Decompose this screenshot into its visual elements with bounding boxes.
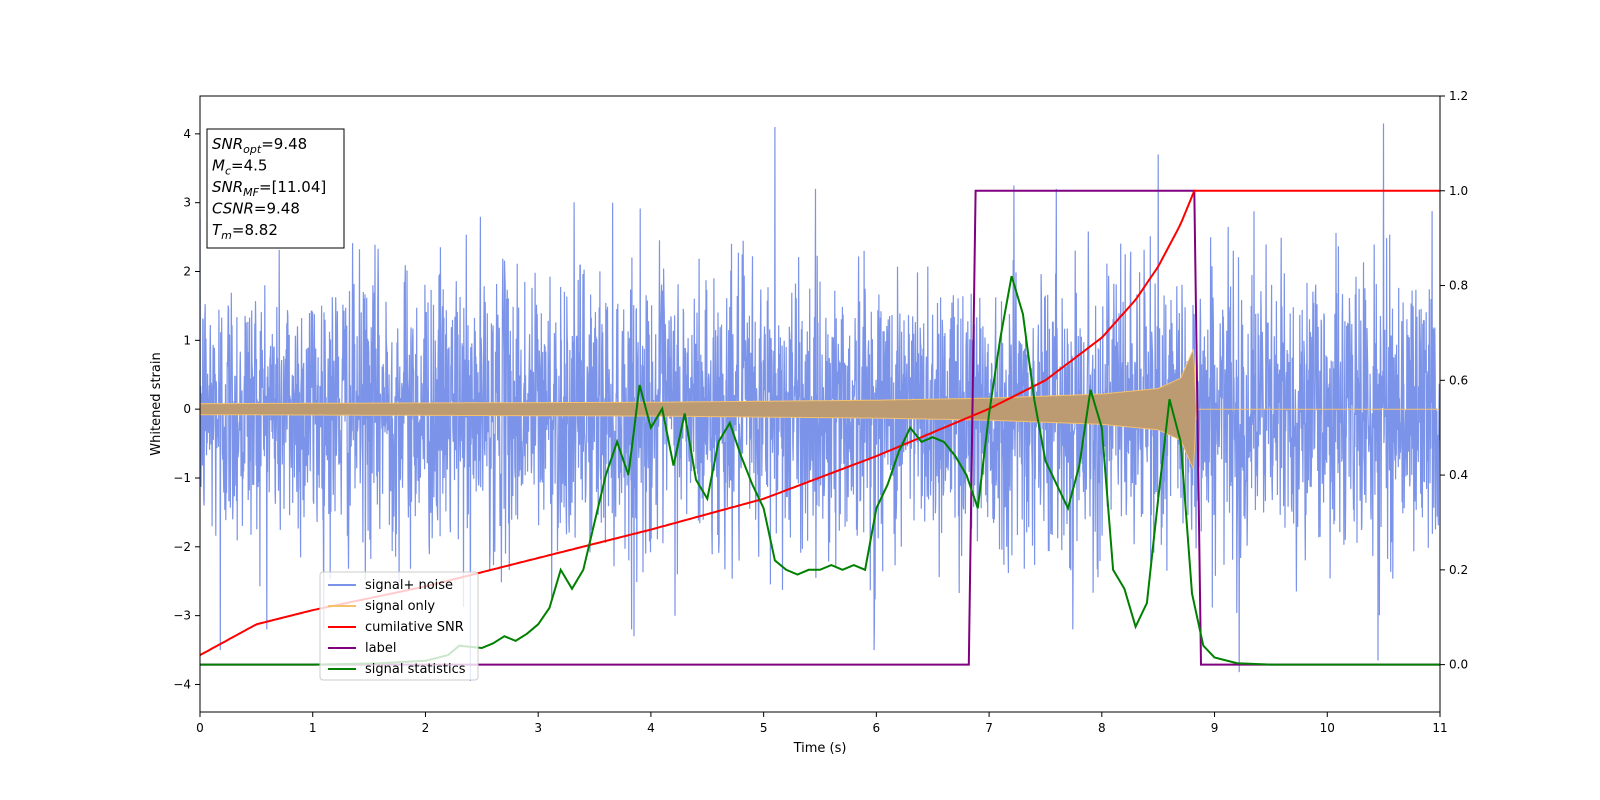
annotation-value: =4.5 xyxy=(231,157,267,175)
x-tick-label: 8 xyxy=(1098,721,1106,735)
x-tick-label: 9 xyxy=(1211,721,1219,735)
x-axis-ticks: 0 1 2 3 4 5 6 7 8 9 10 11 xyxy=(196,712,1448,735)
y-left-tick-label: 2 xyxy=(183,265,191,279)
y-left-tick-label: −4 xyxy=(173,677,191,691)
annotation-line: Tm=8.82 xyxy=(212,221,278,242)
y-right-tick-label: 1.0 xyxy=(1449,184,1468,198)
annotation-symbol: T xyxy=(212,221,223,239)
y-left-tick-label: 1 xyxy=(183,333,191,347)
y-right-tick-label: 1.2 xyxy=(1449,89,1468,103)
x-tick-label: 11 xyxy=(1432,721,1447,735)
label-line xyxy=(200,189,1440,666)
x-axis-label: Time (s) xyxy=(793,741,847,756)
plot-frame xyxy=(199,95,1441,713)
annotation-symbol: SNR xyxy=(212,178,243,196)
annotation-line: SNRopt=9.48 xyxy=(212,135,307,156)
annotation-subscript: m xyxy=(221,229,232,242)
x-tick-label: 2 xyxy=(422,721,430,735)
annotation-frame xyxy=(206,128,345,249)
left-axis-ticks: −4 −3 −2 −1 0 1 2 3 4 xyxy=(173,127,200,691)
annotation-symbol: SNR xyxy=(212,135,243,153)
x-tick-label: 0 xyxy=(196,721,204,735)
y-left-tick-label: −1 xyxy=(173,471,191,485)
annotation-value: =[11.04] xyxy=(259,178,326,196)
legend-entries: signal+ noise signal only cumilative SNR la… xyxy=(328,578,466,677)
legend: signal+ noise signal only cumilative SNR la… xyxy=(319,571,479,681)
y-left-tick-label: 4 xyxy=(183,127,191,141)
legend-label: signal statistics xyxy=(365,662,466,677)
annotation-line: Mc=4.5 xyxy=(212,157,267,178)
y-right-tick-label: 0.6 xyxy=(1449,373,1468,387)
legend-label: signal+ noise xyxy=(365,578,453,593)
y-right-tick-label: 0.2 xyxy=(1449,563,1468,577)
x-tick-label: 4 xyxy=(647,721,655,735)
annotation-value: =8.82 xyxy=(232,221,278,239)
annotation-lines: SNRopt=9.48Mc=4.5SNRMF=[11.04]CSNR=9.48T… xyxy=(212,135,326,242)
annotation-value: =9.48 xyxy=(254,200,300,218)
annotation-line: SNRMF=[11.04] xyxy=(212,178,326,199)
x-tick-label: 10 xyxy=(1320,721,1335,735)
y-right-tick-label: 0.4 xyxy=(1449,468,1468,482)
annotation-subscript: MF xyxy=(243,186,259,199)
y-left-tick-label: 0 xyxy=(183,402,191,416)
annotation-value: =9.48 xyxy=(261,135,307,153)
y-left-tick-label: −2 xyxy=(173,540,191,554)
y-right-tick-label: 0.8 xyxy=(1449,279,1468,293)
legend-label: label xyxy=(365,641,396,656)
legend-label: signal only xyxy=(365,599,435,614)
right-axis-ticks: 0.0 0.2 0.4 0.6 0.8 1.0 1.2 xyxy=(1440,89,1468,672)
annotation-line: CSNR=9.48 xyxy=(212,200,300,218)
signal-plus-noise-line xyxy=(200,123,1440,682)
y-left-tick-label: 3 xyxy=(183,196,191,210)
x-tick-label: 5 xyxy=(760,721,768,735)
legend-label: cumilative SNR xyxy=(365,620,464,635)
annotation-symbol: CSNR xyxy=(212,200,254,218)
annotation-symbol: M xyxy=(212,157,225,175)
annotation-subscript: c xyxy=(225,165,231,178)
x-tick-label: 1 xyxy=(309,721,317,735)
annotation-box: SNRopt=9.48Mc=4.5SNRMF=[11.04]CSNR=9.48T… xyxy=(206,128,345,249)
x-tick-label: 7 xyxy=(985,721,993,735)
signal-statistics-line xyxy=(200,275,1440,666)
x-tick-label: 3 xyxy=(534,721,542,735)
annotation-subscript: opt xyxy=(243,143,262,156)
y-left-tick-label: −3 xyxy=(173,609,191,623)
signal-only-line xyxy=(200,348,1440,470)
x-tick-label: 6 xyxy=(873,721,881,735)
legend-frame xyxy=(319,571,479,681)
y-right-tick-label: 0.0 xyxy=(1449,658,1468,672)
y-axis-label: Whitened strain xyxy=(149,352,164,455)
